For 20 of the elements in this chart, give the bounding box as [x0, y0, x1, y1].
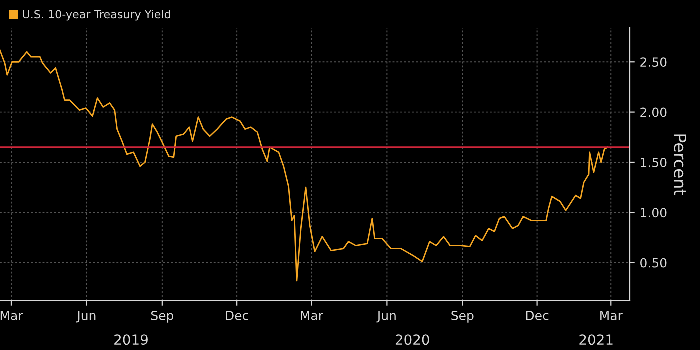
y-tick-label: 2.00 — [640, 108, 667, 118]
x-tick-label: Mar — [0, 311, 24, 320]
y-tick-label: 2.50 — [640, 58, 667, 68]
x-tick-label: Dec — [526, 311, 549, 320]
text: 2019 — [114, 334, 148, 346]
legend-label: U.S. 10-year Treasury Yield — [23, 10, 170, 21]
x-tick-label: Jun — [376, 311, 396, 323]
x-tick-label: Mar — [301, 311, 324, 320]
x-tick-label: Mar — [600, 311, 623, 320]
x-tick-label: Jun — [76, 311, 96, 323]
y-tick-label: 1.50 — [641, 158, 667, 168]
text: 2021 — [580, 334, 613, 346]
text: 2020 — [396, 334, 430, 346]
y-axis-title: Percent — [674, 134, 686, 196]
y-tick-label: 1.00 — [641, 208, 667, 218]
line-series — [0, 49, 609, 282]
x-tick-label: Sep — [151, 310, 174, 323]
x-tick-label: Sep — [452, 310, 474, 323]
y-tick-label: 0.50 — [640, 258, 667, 268]
x-tick-label: Dec — [226, 311, 248, 320]
